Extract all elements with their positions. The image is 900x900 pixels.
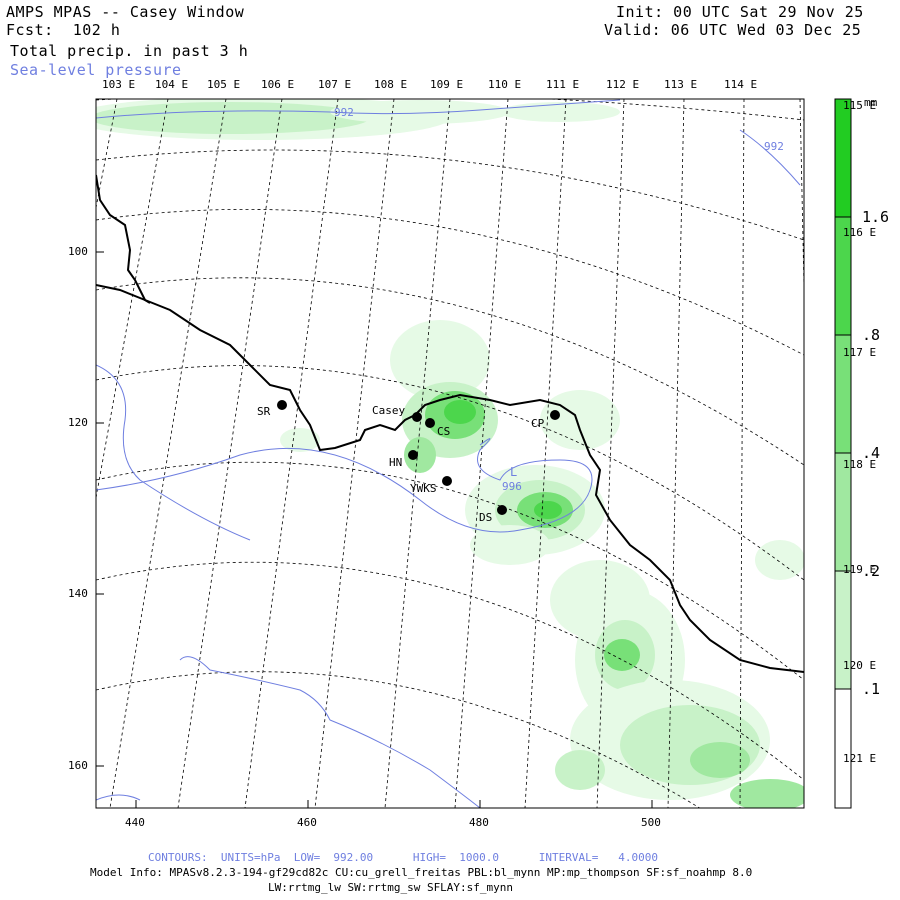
station-label-ywks: YWKS: [410, 482, 437, 495]
colorbar-segment: [835, 571, 851, 689]
pressure-label: 992: [334, 106, 354, 119]
station-dot-ds[interactable]: [497, 505, 507, 515]
precip-field: [96, 99, 804, 808]
colorbar-label: .2: [862, 562, 881, 580]
low-center-marker: L: [510, 465, 517, 479]
lon-label: 104 E: [155, 78, 189, 91]
stations: SR Casey CS HN YWKS DS CP: [257, 400, 560, 524]
coastline: [96, 174, 804, 673]
colorbar-label: 1.6: [862, 208, 890, 226]
station-dot-casey[interactable]: [412, 412, 422, 422]
colorbar-segment: [835, 689, 851, 808]
colorbar-segment: [835, 335, 851, 453]
station-label-ds: DS: [479, 511, 492, 524]
station-dot-hn[interactable]: [408, 450, 418, 460]
lon-label: 119 E: [843, 563, 877, 576]
station-dot-ywks[interactable]: [442, 476, 452, 486]
lon-label: 118 E: [843, 458, 877, 471]
init-time: Init: 00 UTC Sat 29 Nov 25: [616, 3, 864, 21]
colorbar-unit: mm: [864, 96, 878, 109]
x-tick-label: 480: [469, 816, 489, 829]
model-info-physics: LW:rrtmg_lw SW:rrtmg_sw SFLAY:sf_mynn: [268, 881, 514, 894]
station-label-casey: Casey: [372, 404, 405, 417]
model-info: Model Info: MPASv8.2.3-194-gf29cd82c CU:…: [90, 866, 753, 879]
pressure-contours: [96, 99, 801, 808]
lon-label: 112 E: [606, 78, 640, 91]
colorbar-segment: [835, 453, 851, 571]
lon-label: 110 E: [488, 78, 522, 91]
lon-label: 103 E: [102, 78, 136, 91]
station-label-cs: CS: [437, 425, 450, 438]
lon-label: 105 E: [207, 78, 241, 91]
lon-label: 114 E: [724, 78, 758, 91]
colorbar-label: .1: [862, 680, 881, 698]
axis-ticks: [96, 251, 653, 808]
lon-label: 121 E: [843, 752, 877, 765]
station-dot-cs[interactable]: [425, 418, 435, 428]
colorbar-label: .8: [862, 326, 881, 344]
y-tick-label: 100: [68, 245, 88, 258]
overlay-name: Sea-level pressure: [10, 61, 182, 79]
station-label-sr: SR: [257, 405, 271, 418]
valid-time: Valid: 06 UTC Wed 03 Dec 25: [604, 21, 862, 39]
pressure-label: 996: [502, 480, 522, 493]
lon-label: 116 E: [843, 226, 877, 239]
map-title: AMPS MPAS -- Casey Window: [6, 3, 245, 21]
pressure-label: 992: [764, 140, 784, 153]
forecast-hour: Fcst: 102 h: [6, 21, 121, 39]
lon-label: 106 E: [261, 78, 295, 91]
station-dot-sr[interactable]: [277, 400, 287, 410]
y-tick-label: 140: [68, 587, 88, 600]
lon-label: 111 E: [546, 78, 580, 91]
lon-label: 107 E: [318, 78, 352, 91]
colorbar-segment: [835, 99, 851, 217]
lon-label: 120 E: [843, 659, 877, 672]
lon-label: 117 E: [843, 346, 877, 359]
lon-label: 109 E: [430, 78, 464, 91]
station-label-cp: CP: [531, 417, 545, 430]
station-dot-cp[interactable]: [550, 410, 560, 420]
map-frame: [95, 98, 805, 809]
colorbar-label: .4: [862, 444, 881, 462]
station-label-hn: HN: [389, 456, 402, 469]
x-tick-label: 460: [297, 816, 317, 829]
contour-info: CONTOURS: UNITS=hPa LOW= 992.00 HIGH= 10…: [148, 851, 658, 864]
field-name: Total precip. in past 3 h: [10, 42, 249, 60]
lon-label: 113 E: [664, 78, 698, 91]
x-tick-label: 500: [641, 816, 661, 829]
y-tick-label: 120: [68, 416, 88, 429]
lon-label: 115 E: [843, 99, 877, 112]
x-tick-label: 440: [125, 816, 145, 829]
lon-label: 108 E: [374, 78, 408, 91]
colorbar-segment: [835, 217, 851, 335]
colorbar: [834, 98, 852, 809]
y-tick-label: 160: [68, 759, 88, 772]
